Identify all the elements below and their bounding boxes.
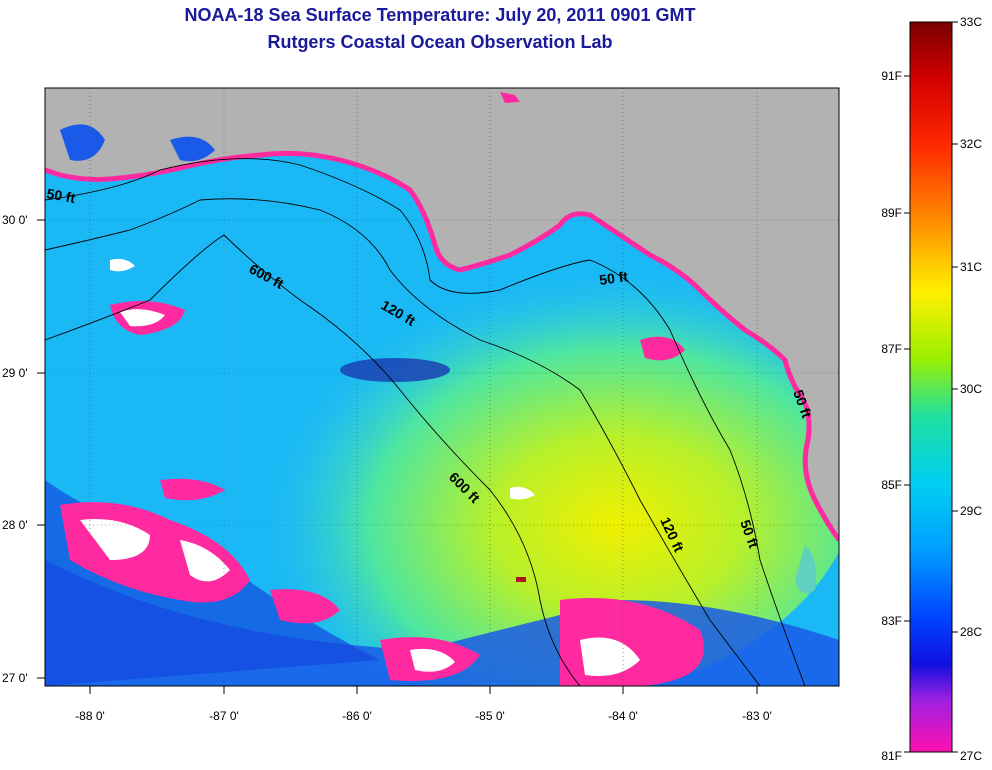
colorbar-fahrenheit-label: 83F <box>881 614 902 628</box>
axis-ticks <box>37 219 758 694</box>
colorbar-celsius-label: 32C <box>960 137 982 151</box>
contour-label-50ft-east: 50 ft <box>598 268 629 288</box>
cloud-mask-patches <box>60 258 704 686</box>
lat-label: 29 0' <box>2 366 28 380</box>
colorbar-celsius-label: 33C <box>960 15 982 29</box>
temperature-colorbar <box>909 21 953 753</box>
colorbar-celsius-label: 27C <box>960 749 982 763</box>
depth-contours <box>45 158 806 686</box>
lat-label: 28 0' <box>2 518 28 532</box>
colorbar-fahrenheit-label: 87F <box>881 342 902 356</box>
colorbar-fahrenheit-label: 85F <box>881 478 902 492</box>
lat-lon-grid <box>45 88 839 686</box>
lon-label: -86 0' <box>342 709 372 723</box>
colorbar-ticks <box>904 21 958 753</box>
land-area <box>45 88 839 540</box>
colorbar-celsius-label: 28C <box>960 625 982 639</box>
contour-label-50ft-west: 50 ft <box>45 185 76 206</box>
lon-label: -84 0' <box>608 709 638 723</box>
colorbar-fahrenheit-label: 81F <box>881 749 902 763</box>
cold-plume <box>340 358 450 382</box>
lon-label: -88 0' <box>75 709 105 723</box>
colorbar-celsius-label: 30C <box>960 382 982 396</box>
lat-label: 30 0' <box>2 213 28 227</box>
map-frame <box>44 87 840 687</box>
map-title: NOAA-18 Sea Surface Temperature: July 20… <box>184 5 696 25</box>
coastline <box>45 150 839 542</box>
colorbar-celsius-label: 29C <box>960 504 982 518</box>
map-subtitle: Rutgers Coastal Ocean Observation Lab <box>267 32 613 52</box>
colorbar-fahrenheit-label: 91F <box>881 69 902 83</box>
colorbar-fahrenheit-label: 89F <box>881 206 902 220</box>
lat-label: 27 0' <box>2 671 28 685</box>
warm-water-region <box>220 240 839 686</box>
lon-label: -85 0' <box>475 709 505 723</box>
colorbar-celsius-label: 31C <box>960 260 982 274</box>
lon-label: -87 0' <box>209 709 239 723</box>
lon-label: -83 0' <box>742 709 772 723</box>
